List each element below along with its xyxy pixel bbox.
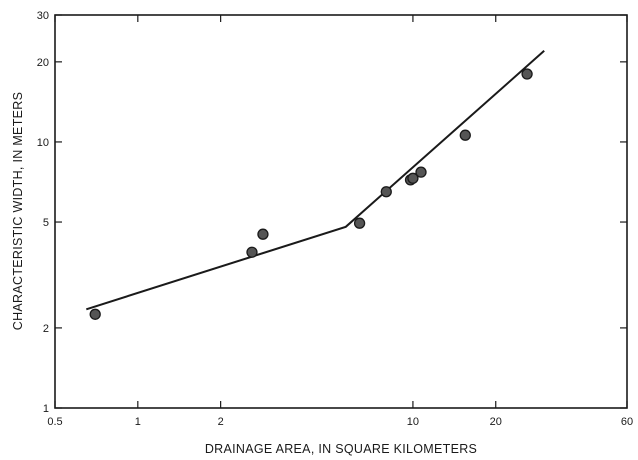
- data-point: [353, 217, 366, 229]
- x-tick-label: 10: [407, 416, 419, 428]
- data-point: [407, 172, 419, 184]
- x-tick-label: 1: [135, 416, 141, 428]
- x-tick-label: 20: [490, 416, 502, 428]
- data-point: [459, 129, 471, 141]
- data-points: [89, 68, 533, 320]
- data-point: [415, 166, 427, 178]
- data-point: [380, 186, 392, 198]
- data-point: [246, 246, 258, 258]
- x-axis-title: DRAINAGE AREA, IN SQUARE KILOMETERS: [205, 442, 477, 456]
- data-point: [89, 308, 101, 320]
- y-axis-title: CHARACTERISTIC WIDTH, IN METERS: [11, 92, 25, 330]
- y-tick-labels: 1 2 5 10 20 30: [37, 10, 49, 415]
- y-axis-ticks: [55, 14, 627, 409]
- x-tick-label: 0.5: [47, 416, 62, 428]
- y-tick-label: 2: [43, 323, 49, 335]
- plot-frame: [54, 14, 628, 409]
- y-tick-label: 20: [37, 57, 49, 69]
- y-tick-label: 1: [43, 403, 49, 415]
- x-tick-labels: 0.5 1 2 10 20 60: [47, 416, 633, 428]
- data-point: [257, 228, 269, 240]
- y-tick-label: 10: [37, 137, 49, 149]
- x-tick-label: 60: [621, 416, 633, 428]
- x-tick-label: 2: [218, 416, 224, 428]
- fit-line: [85, 50, 545, 311]
- y-tick-label: 30: [37, 10, 49, 22]
- y-tick-label: 5: [43, 217, 49, 229]
- data-point: [521, 68, 533, 80]
- x-axis-ticks: [54, 15, 628, 408]
